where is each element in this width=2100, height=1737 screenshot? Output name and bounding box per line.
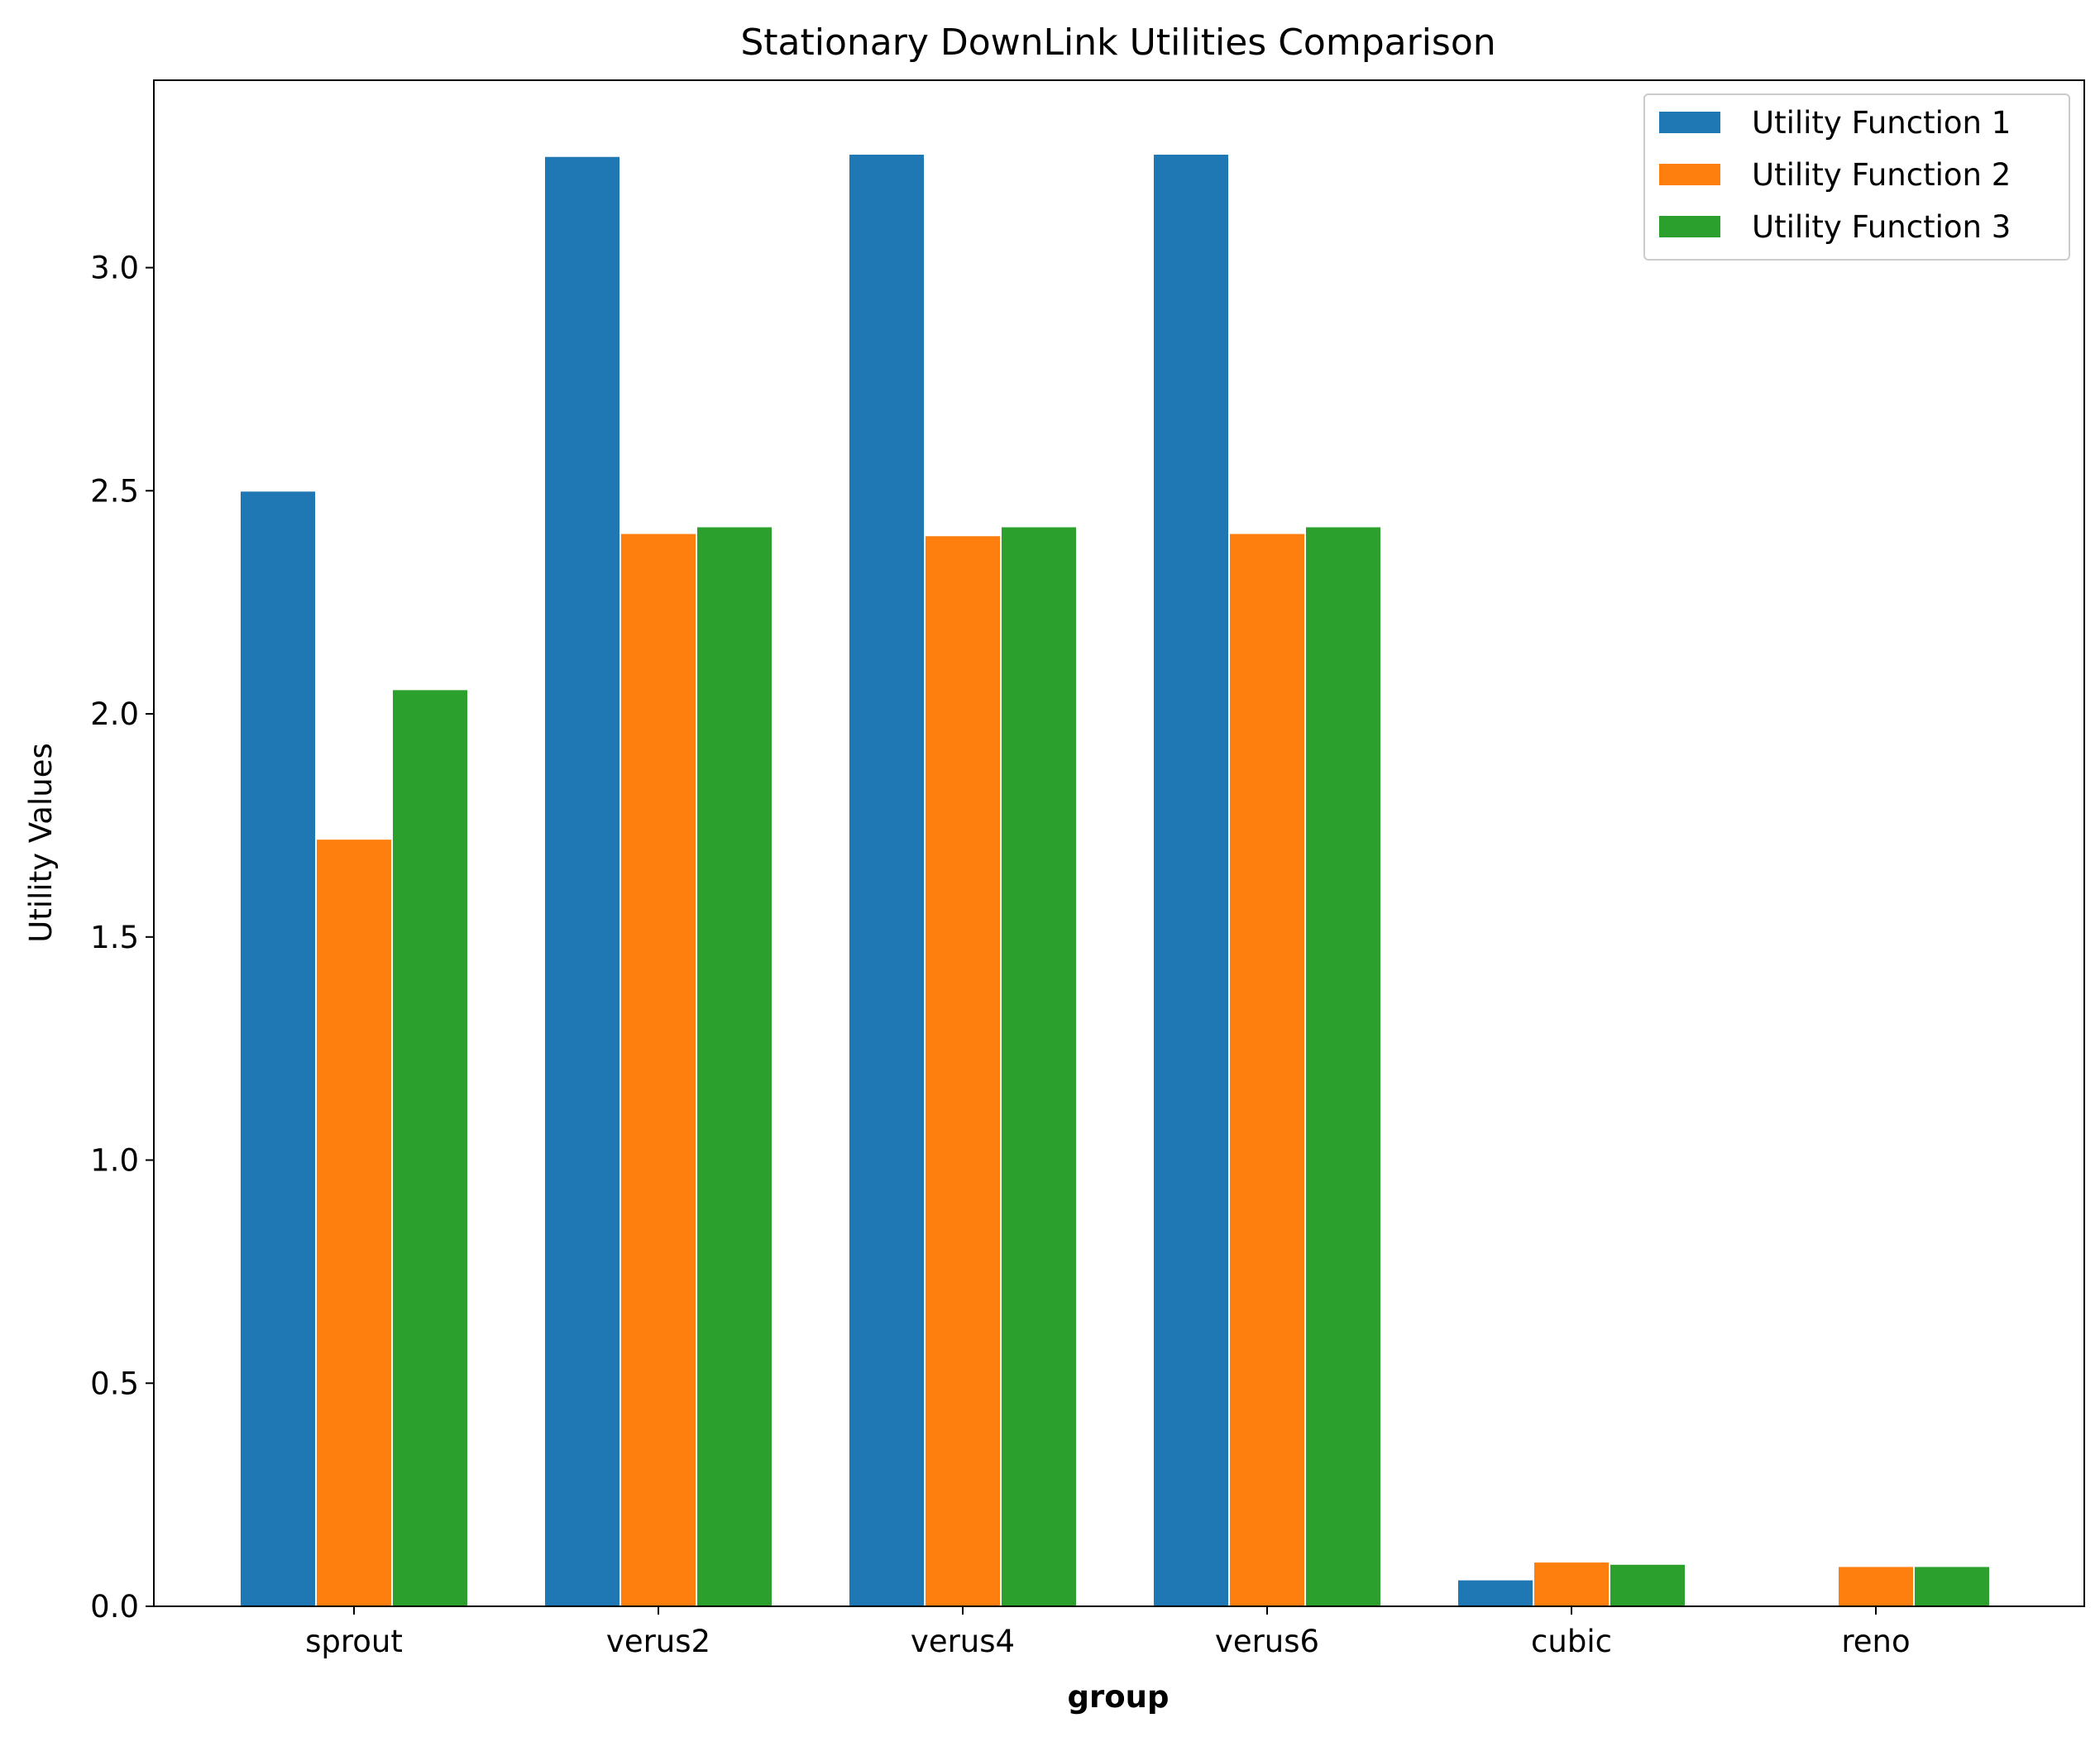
- x-tick-label-verus6: verus6: [1215, 1624, 1319, 1659]
- bar-cubic-series-1: [1457, 1578, 1534, 1608]
- bar-cubic-series-2: [1533, 1561, 1610, 1607]
- bar-verus4-series-2: [924, 534, 1002, 1607]
- x-axis-label: group: [1068, 1679, 1170, 1715]
- legend-label-2: Utility Function 2: [1752, 157, 2011, 193]
- bar-reno-series-2: [1837, 1565, 1915, 1608]
- bar-verus6-series-2: [1228, 532, 1306, 1607]
- bar-reno-series-3: [1913, 1565, 1991, 1608]
- y-axis-label: Utility Values: [23, 743, 59, 942]
- y-axis: 0.0 0.5 1.0 1.5 2.0 2.5 3.0: [90, 251, 154, 1625]
- x-tick-label-verus2: verus2: [606, 1624, 710, 1659]
- bar-verus2-series-2: [619, 532, 697, 1607]
- bar-verus4-series-1: [848, 153, 926, 1607]
- x-axis: sprout verus2 verus4 verus6 cubic reno: [305, 1606, 1911, 1659]
- y-tick-label: 0.5: [90, 1366, 139, 1401]
- y-tick-label: 3.0: [90, 251, 139, 286]
- y-tick-label: 0.0: [90, 1589, 139, 1625]
- bar-verus2-series-3: [696, 525, 773, 1608]
- legend-box: [1643, 93, 2070, 261]
- legend-label-1: Utility Function 1: [1752, 105, 2011, 141]
- bar-verus6-series-3: [1304, 525, 1382, 1608]
- bar-verus4-series-3: [1000, 525, 1078, 1608]
- legend-swatch-3: [1659, 216, 1720, 237]
- legend-swatch-1: [1659, 112, 1720, 133]
- bar-verus6-series-1: [1152, 153, 1230, 1607]
- legend-label-3: Utility Function 3: [1752, 209, 2011, 245]
- y-tick-label: 1.0: [90, 1143, 139, 1179]
- bars-layer: [239, 153, 1991, 1608]
- y-tick-label: 2.0: [90, 696, 139, 732]
- bar-sprout-series-2: [315, 838, 393, 1607]
- bar-sprout-series-1: [239, 490, 317, 1607]
- x-tick-label-verus4: verus4: [911, 1624, 1015, 1659]
- x-tick-label-reno: reno: [1841, 1624, 1910, 1659]
- chart-title: Stationary DownLink Utilities Comparison: [740, 22, 1495, 64]
- legend: Utility Function 1 Utility Function 2 Util…: [1643, 93, 2070, 261]
- y-tick-label: 2.5: [90, 473, 139, 509]
- x-tick-label-cubic: cubic: [1531, 1624, 1612, 1659]
- bar-verus2-series-1: [543, 155, 621, 1607]
- y-tick-label: 1.5: [90, 920, 139, 955]
- bar-sprout-series-3: [391, 688, 469, 1607]
- x-tick-label-sprout: sprout: [305, 1624, 403, 1659]
- plot-frame: [153, 79, 2085, 1607]
- bar-cubic-series-3: [1609, 1562, 1686, 1607]
- legend-swatch-2: [1659, 164, 1720, 185]
